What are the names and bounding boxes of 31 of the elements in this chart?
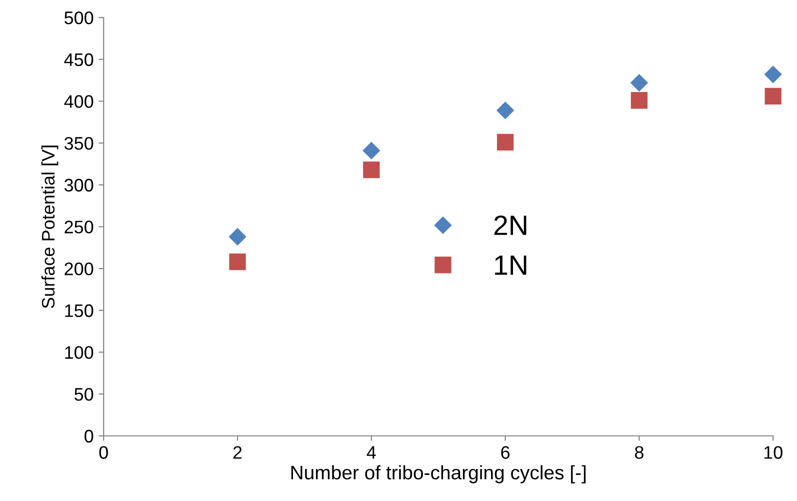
y-axis-title: Surface Potential [V] <box>41 146 58 308</box>
y-tick-label: 0 <box>84 430 94 443</box>
x-tick-label: 8 <box>634 446 644 459</box>
y-tick-label: 450 <box>64 53 94 66</box>
point <box>228 228 246 246</box>
point <box>229 254 246 270</box>
y-tick-label: 50 <box>74 388 94 401</box>
x-tick-label: 4 <box>366 446 376 459</box>
point <box>630 74 648 92</box>
y-tick-label: 150 <box>65 304 94 318</box>
y-tick-label: 500 <box>64 11 94 24</box>
point <box>764 66 782 83</box>
point <box>630 92 648 109</box>
y-tick-label: 250 <box>64 220 94 234</box>
point <box>496 134 514 151</box>
point <box>363 161 380 178</box>
y-tick-label: 200 <box>64 262 94 276</box>
x-tick-label: 6 <box>501 446 510 459</box>
y-tick-label: 300 <box>64 178 94 192</box>
point <box>496 102 514 119</box>
point <box>362 142 380 160</box>
y-tick-label: 350 <box>64 136 94 150</box>
legend-label: 2N <box>494 216 526 235</box>
x-axis-title: Number of tribo-charging cycles [-] <box>291 465 586 484</box>
y-tick-label: 100 <box>65 346 94 359</box>
y-tick-label: 400 <box>64 95 94 108</box>
x-tick-label: 0 <box>99 446 108 459</box>
x-tick-label: 10 <box>764 446 782 459</box>
legend-label: 1N <box>495 256 526 275</box>
point <box>764 88 782 105</box>
x-tick-label: 2 <box>233 446 242 459</box>
